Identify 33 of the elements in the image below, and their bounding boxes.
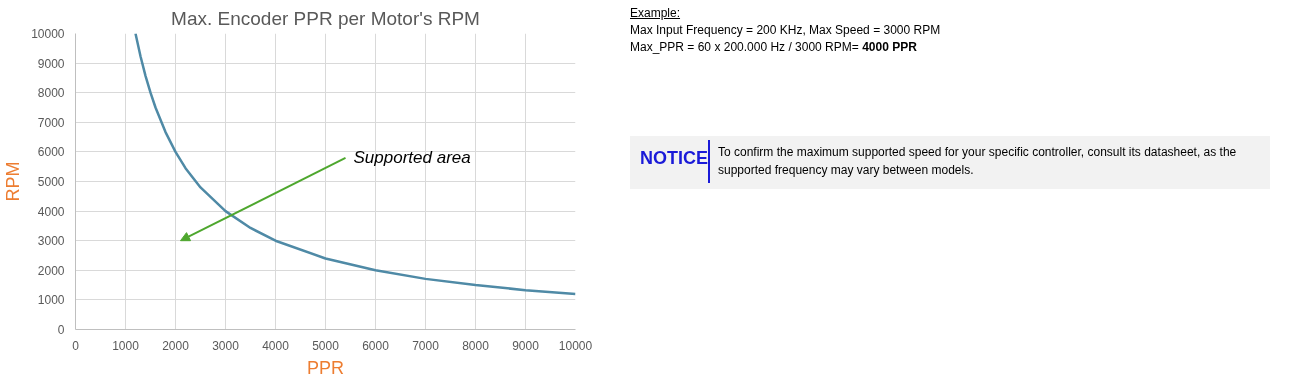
y-tick-label: 2000 — [37, 263, 65, 278]
x-tick-label: 9000 — [512, 338, 540, 353]
text: Max Input Frequency = 200 KHz, Max Speed = 3000 RPM — [630, 23, 941, 38]
x-tick-label: 4000 — [262, 338, 290, 353]
y-tick-label: 3000 — [37, 234, 65, 249]
x-tick-label: 8000 — [462, 338, 490, 353]
y-tick-label: 4000 — [37, 204, 65, 219]
text: Max_PPR = 60 x 200.000 Hz / 3000 RPM= — [630, 40, 859, 55]
chart-title: Max. Encoder PPR per Motor's RPM — [171, 7, 480, 29]
annotation: Supported area — [353, 148, 471, 168]
x-tick-label: 5000 — [312, 338, 340, 353]
x-tick-label: 10000 — [558, 338, 593, 353]
x-tick-label: 0 — [72, 338, 80, 353]
text: 4000 PPR — [862, 40, 917, 55]
y-tick-label: 7000 — [37, 115, 65, 130]
text: NOTICE — [639, 147, 709, 171]
y-axis-title: RPM — [3, 161, 24, 202]
x-tick-label: 1000 — [112, 338, 140, 353]
x-tick-label: 3000 — [212, 338, 240, 353]
x-tick-label: 6000 — [362, 338, 390, 353]
y-tick-label: 10000 — [31, 27, 65, 41]
x-tick-label: 2000 — [162, 338, 190, 353]
text: Example: — [630, 6, 681, 20]
y-tick-label: 6000 — [37, 145, 65, 160]
text: To confirm the maximum supported speed for your specific controller, consult its datasheet, as the supported frequency may vary between models. — [708, 140, 1270, 183]
line-series — [134, 33, 576, 296]
y-tick-label: 5000 — [37, 175, 65, 189]
y-tick-label: 9000 — [37, 56, 65, 71]
y-tick-label: 8000 — [37, 86, 65, 101]
x-tick-label: 7000 — [412, 338, 440, 353]
y-tick-label: 0 — [57, 323, 65, 337]
x-axis-title: PPR — [306, 357, 345, 378]
y-tick-label: 1000 — [37, 293, 65, 308]
